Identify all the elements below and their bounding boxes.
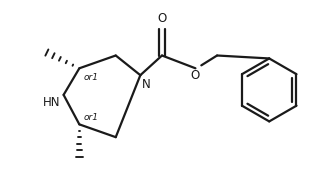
Text: N: N bbox=[142, 78, 151, 91]
Text: O: O bbox=[191, 69, 200, 82]
Text: or1: or1 bbox=[83, 113, 98, 122]
Text: HN: HN bbox=[43, 96, 61, 109]
Text: or1: or1 bbox=[83, 73, 98, 82]
Text: O: O bbox=[157, 12, 166, 25]
